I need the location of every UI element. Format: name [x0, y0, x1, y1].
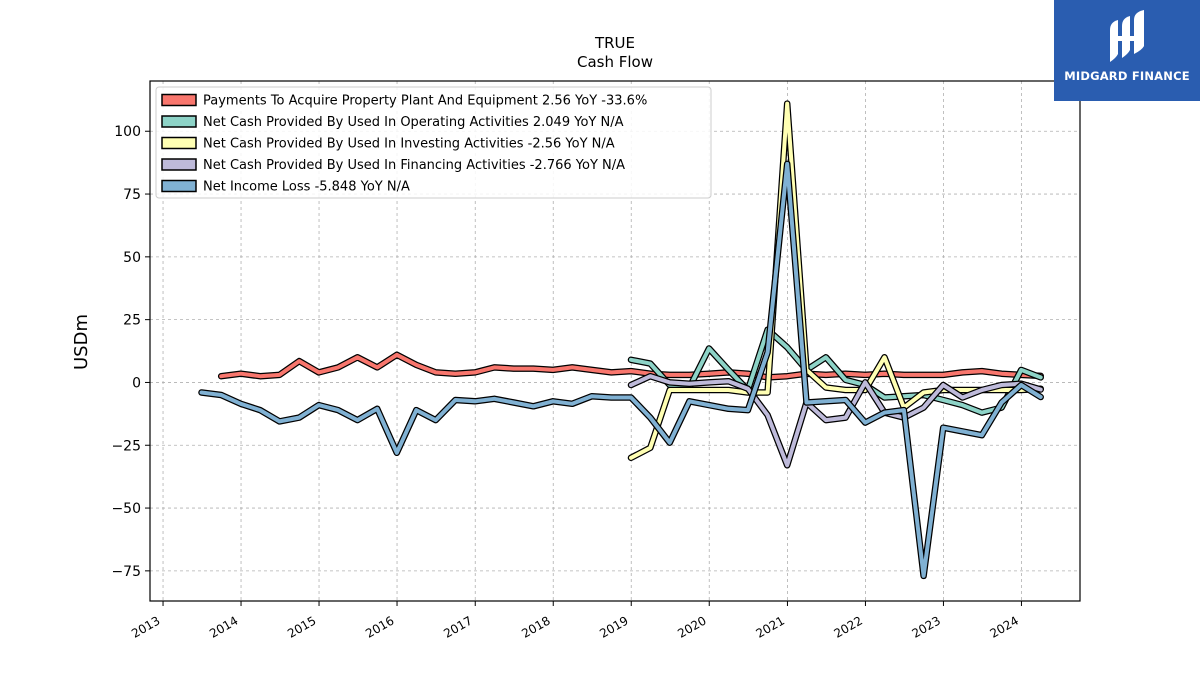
x-tick-label: 2023: [909, 613, 942, 640]
x-tick-label: 2016: [363, 613, 396, 640]
y-tick-label: 25: [123, 313, 141, 329]
series-line-3: [629, 101, 1043, 460]
x-tick-label: 2015: [285, 613, 318, 640]
legend: Payments To Acquire Property Plant And E…: [155, 86, 712, 199]
x-tick-label: 2022: [831, 613, 864, 640]
brand-logo: MIDGARD FINANCE: [1054, 0, 1200, 101]
chart-subtitle: Cash Flow: [577, 53, 653, 71]
x-tick-label: 2019: [597, 613, 630, 640]
y-axis-label: USDm: [71, 314, 92, 370]
series-line-2: [629, 327, 1043, 415]
legend-box: [155, 86, 712, 199]
plot-frame: [149, 80, 1081, 602]
legend-swatch: [161, 93, 197, 107]
y-tick-label: 0: [132, 375, 141, 391]
x-tick-label: 2013: [129, 613, 162, 640]
y-tick-label: −50: [111, 501, 141, 517]
y-tick-label: 50: [123, 250, 141, 266]
midgard-logo-icon: [1110, 10, 1144, 62]
legend-swatch: [161, 158, 197, 171]
series-line-5: [199, 161, 1043, 578]
legend-label: Net Cash Provided By Used In Financing A…: [203, 158, 625, 173]
x-tick-label: 2014: [207, 613, 240, 640]
brand-name: MIDGARD FINANCE: [1064, 69, 1190, 83]
x-tick-label: 2017: [441, 613, 474, 640]
legend-label: Payments To Acquire Property Plant And E…: [203, 94, 647, 109]
legend-label: Net Cash Provided By Used In Operating A…: [203, 115, 624, 130]
x-tick-label: 2020: [675, 613, 708, 640]
series-line-1: [219, 352, 1043, 380]
legend-swatch: [161, 136, 197, 150]
legend-swatch: [161, 179, 197, 193]
x-tick-label: 2018: [519, 613, 552, 640]
y-tick-label: −75: [111, 564, 141, 580]
legend-label: Net Income Loss -5.848 YoY N/A: [203, 180, 410, 195]
x-tick-label: 2024: [987, 613, 1020, 640]
y-axis: −75 −50 −25 0 25 50 75 100: [111, 124, 150, 580]
y-tick-label: −25: [111, 438, 141, 454]
x-tick-label: 2021: [753, 613, 786, 640]
series-lines: [198, 100, 1044, 580]
y-tick-label: 75: [123, 187, 141, 203]
legend-swatch: [161, 115, 197, 128]
legend-label: Net Cash Provided By Used In Investing A…: [203, 137, 615, 152]
series-line-4: [629, 374, 1043, 468]
chart-title: TRUE: [594, 34, 635, 52]
x-axis: 2013 2014 2015 2016 2017 2018 2019 2020 2021 2022…: [129, 601, 1022, 641]
y-tick-label: 100: [114, 124, 141, 140]
